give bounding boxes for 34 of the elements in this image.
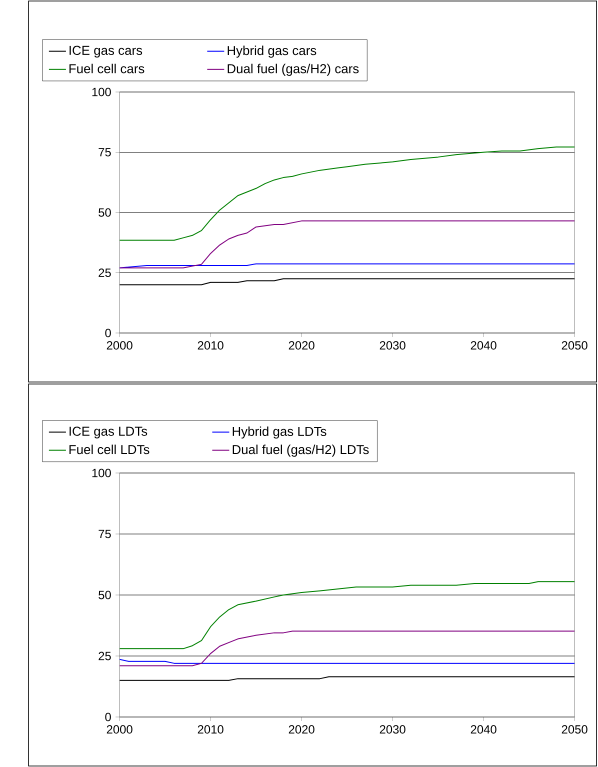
y-tick-label: 0	[105, 712, 112, 722]
legend-label: Dual fuel (gas/H2) cars	[228, 64, 359, 76]
y-tick-label: 50	[98, 590, 112, 600]
y-tick-label: 100	[92, 88, 112, 96]
x-tick-label: 2050	[562, 341, 588, 350]
y-tick-label: 0	[105, 328, 112, 338]
y-tick-label: 75	[98, 530, 112, 538]
legend-label: Fuel cell LDTs	[70, 444, 150, 454]
x-tick-label: 2010	[198, 341, 224, 350]
x-tick-label: 2030	[380, 725, 406, 734]
legend-label: ICE gas LDTs	[70, 426, 148, 438]
x-tick-label: 2000	[107, 341, 133, 350]
legend-label: ICE gas cars	[70, 46, 142, 58]
x-tick-label: 2040	[471, 725, 497, 734]
legend-label: Hybrid gas LDTs	[233, 426, 326, 439]
y-tick-label: 75	[98, 148, 112, 156]
x-tick-label: 2010	[198, 725, 224, 734]
y-tick-label: 100	[92, 468, 112, 478]
legend-label: Dual fuel (gas/H2) LDTs	[233, 444, 369, 457]
y-tick-label: 25	[98, 268, 112, 277]
x-tick-label: 2020	[289, 341, 315, 350]
x-tick-label: 2020	[289, 725, 315, 734]
line-series	[120, 146, 575, 241]
line-series	[120, 630, 575, 666]
x-tick-label: 2050	[562, 725, 588, 734]
line-series	[120, 278, 575, 286]
legend-label: Hybrid gas cars	[228, 46, 316, 58]
x-tick-label: 2000	[107, 725, 133, 734]
legend-label: Fuel cell cars	[70, 64, 144, 74]
y-tick-label: 25	[98, 652, 112, 660]
x-tick-label: 2040	[471, 341, 497, 350]
y-tick-label: 50	[98, 208, 112, 217]
line-series	[120, 220, 575, 268]
x-tick-label: 2030	[380, 341, 406, 350]
